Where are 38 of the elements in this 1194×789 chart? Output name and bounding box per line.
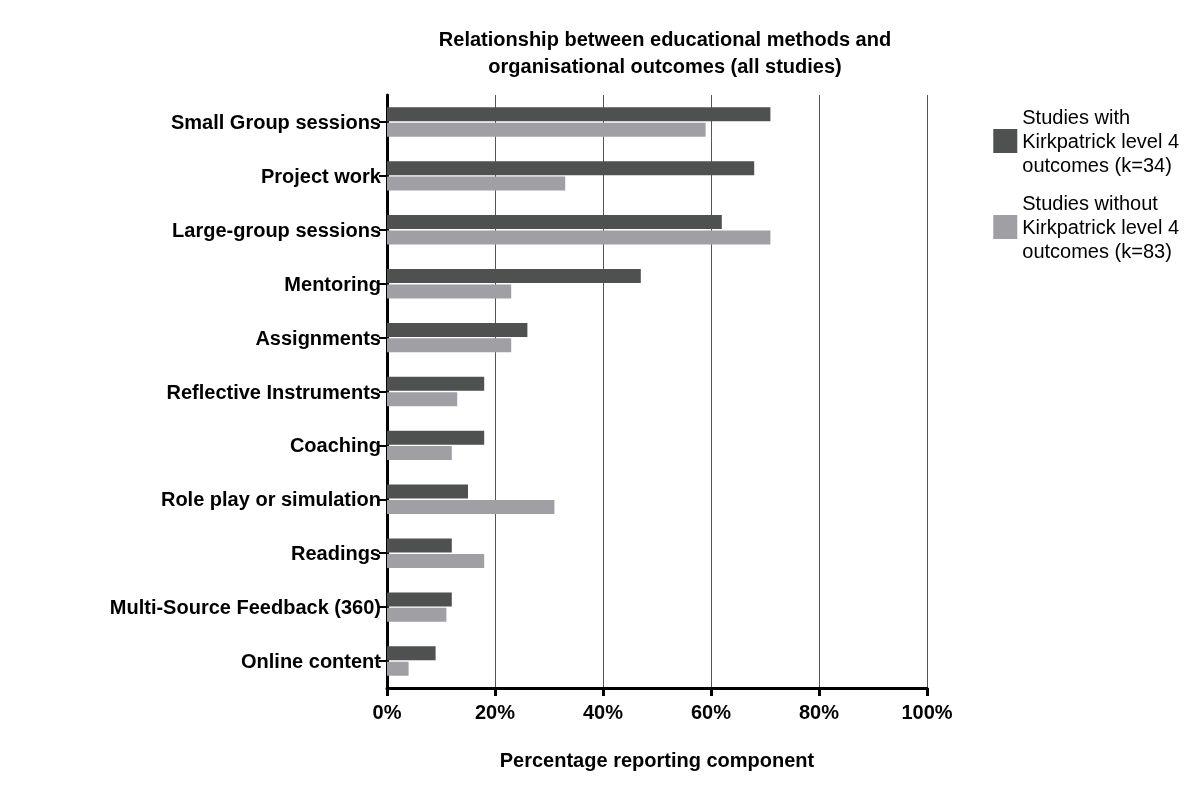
y-tick-label: Reflective Instruments (166, 380, 381, 403)
y-tick-label: Online content (241, 650, 382, 673)
bar (387, 338, 512, 353)
bar (387, 553, 485, 568)
bar (387, 122, 706, 137)
y-tick-label: Large-group sessions (172, 218, 381, 241)
y-tick-label: Project work (260, 164, 382, 187)
x-tick-label: 80% (798, 701, 840, 723)
bar (387, 284, 512, 299)
bar (387, 500, 555, 515)
bar (387, 661, 409, 676)
y-tick-label: Assignments (255, 326, 381, 349)
y-tick-label: Multi-Source Feedback (360) (109, 596, 381, 619)
bar (387, 392, 458, 407)
x-axis-title: Percentage reporting component (499, 749, 815, 771)
bar (387, 592, 452, 607)
y-tick-label: Role play or simulation (160, 488, 381, 511)
bar (387, 446, 452, 461)
bar (387, 646, 436, 661)
bar (387, 430, 485, 445)
x-tick-label: 40% (582, 701, 624, 723)
chart-title: Relationship between educational methods and organisational outcomes (all studies) (438, 27, 892, 77)
x-tick-label: 0% (372, 701, 402, 723)
bar (387, 376, 485, 391)
y-tick-label: Readings (290, 542, 381, 565)
legend-label: Studies with Kirkpatrick level 4 outcomes (k=34) (1022, 106, 1179, 176)
bar (387, 176, 566, 191)
bar (387, 538, 452, 553)
bar (387, 607, 447, 622)
y-tick-label: Mentoring (284, 272, 381, 295)
legend-label: Studies without Kirkpatrick level 4 outcomes (k=83) (1022, 192, 1179, 262)
x-tick-label: 100% (901, 701, 953, 723)
bar (387, 484, 468, 499)
y-tick-label: Coaching (289, 434, 381, 457)
bar (387, 230, 771, 245)
y-tick-label: Small Group sessions (170, 110, 381, 133)
x-tick-label: 20% (474, 701, 516, 723)
x-tick-label: 60% (690, 701, 732, 723)
